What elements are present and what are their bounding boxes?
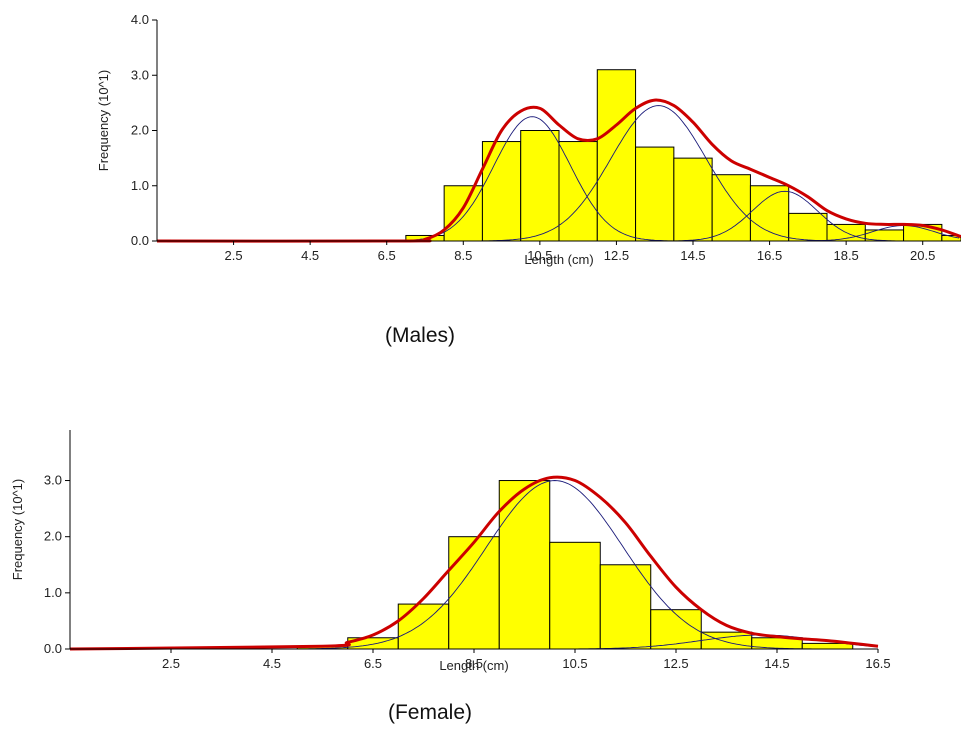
x-tick-label: 10.5 bbox=[562, 656, 587, 671]
x-tick-label: 16.5 bbox=[757, 248, 782, 263]
x-tick-label: 18.5 bbox=[833, 248, 858, 263]
histogram-bar bbox=[749, 185, 790, 242]
x-tick-label: 14.5 bbox=[680, 248, 705, 263]
histogram-bar bbox=[558, 141, 598, 242]
histogram-bar bbox=[549, 541, 601, 650]
histogram-bar bbox=[650, 609, 702, 650]
x-axis-label: Length (cm) bbox=[439, 658, 508, 673]
x-tick-label: 16.5 bbox=[865, 656, 890, 671]
histogram-bar bbox=[700, 631, 753, 650]
x-tick-label: 6.5 bbox=[364, 656, 382, 671]
y-tick-label: 3.0 bbox=[44, 473, 62, 488]
x-tick-label: 12.5 bbox=[663, 656, 688, 671]
x-tick-label: 4.5 bbox=[263, 656, 281, 671]
fitted-curve bbox=[156, 98, 961, 243]
y-tick-label: 2.0 bbox=[44, 529, 62, 544]
histogram-bar bbox=[673, 157, 713, 242]
component-curve bbox=[282, 480, 825, 650]
histogram-bar bbox=[443, 185, 483, 242]
component-curve bbox=[467, 105, 849, 242]
y-tick-label: 1.0 bbox=[131, 178, 149, 193]
males-chart: 0.0 1.0 2.0 3.0 4.0 2.5 4.5 6.5 8.5 10.5 12.5 14.5 1… bbox=[96, 12, 961, 347]
x-tick-label: 4.5 bbox=[301, 248, 319, 263]
x-tick-label: 6.5 bbox=[378, 248, 396, 263]
x-tick-label: 2.5 bbox=[225, 248, 243, 263]
chart-caption: (Males) bbox=[385, 324, 455, 347]
y-axis-label: Frequency (10^1) bbox=[96, 70, 111, 171]
x-tick-label: 12.5 bbox=[604, 248, 629, 263]
x-tick-label: 10.5 bbox=[527, 248, 552, 263]
x-tick-label: 2.5 bbox=[162, 656, 180, 671]
x-tick-label: 14.5 bbox=[764, 656, 789, 671]
x-tick-label: 8.5 bbox=[465, 656, 483, 671]
y-axis-label: Frequency (10^1) bbox=[10, 479, 25, 580]
x-axis-label: Length (cm) bbox=[524, 252, 593, 267]
fitted-curve bbox=[69, 475, 879, 651]
histogram-bar bbox=[599, 564, 652, 650]
x-tick-label: 8.5 bbox=[454, 248, 472, 263]
y-tick-label: 3.0 bbox=[131, 67, 149, 82]
y-tick-label: 2.0 bbox=[131, 123, 149, 138]
histogram-bar bbox=[711, 174, 751, 242]
histogram-bar bbox=[520, 130, 560, 242]
component-curve bbox=[654, 190, 914, 242]
histogram-bar bbox=[788, 212, 828, 242]
histogram-bar bbox=[801, 642, 854, 650]
female-chart: 0.0 1.0 2.0 3.0 2.5 4.5 6.5 8.5 10.5 12.5 14.5 16.5… bbox=[10, 430, 891, 724]
histogram-bar bbox=[635, 146, 675, 242]
y-tick-label: 0.0 bbox=[131, 233, 149, 248]
y-tick-label: 1.0 bbox=[44, 585, 62, 600]
histogram-bar bbox=[448, 536, 500, 650]
chart-caption: (Female) bbox=[388, 701, 472, 724]
x-tick-label: 20.5 bbox=[910, 248, 935, 263]
y-tick-label: 4.0 bbox=[131, 12, 149, 27]
y-tick-label: 0.0 bbox=[44, 641, 62, 656]
histogram-bar bbox=[596, 69, 637, 242]
histogram-bar bbox=[397, 603, 450, 650]
